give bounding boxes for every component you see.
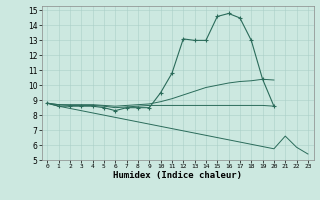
- X-axis label: Humidex (Indice chaleur): Humidex (Indice chaleur): [113, 171, 242, 180]
